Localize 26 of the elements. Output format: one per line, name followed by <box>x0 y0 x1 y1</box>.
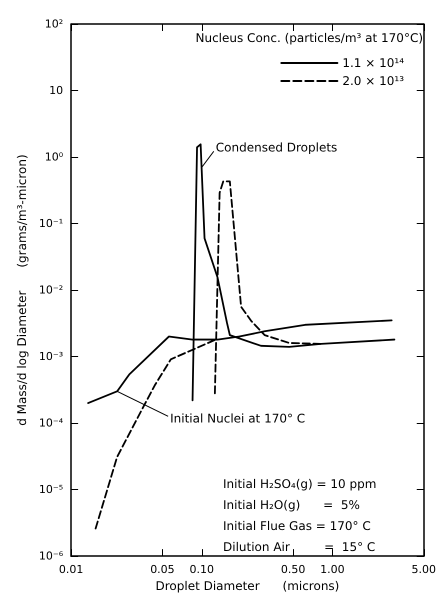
x-tick-label: 0.05 <box>150 563 175 576</box>
y-tick-label: 10⁻⁶ <box>38 550 64 563</box>
x-tick-label: 1.00 <box>320 563 345 576</box>
legend-label: 1.1 × 10¹⁴ <box>342 56 404 70</box>
x-tick-label: 0.10 <box>190 563 214 576</box>
legend-title: Nucleus Conc. (particles/m³ at 170°C) <box>195 31 424 45</box>
annotation: Initial H₂SO₄(g) = 10 ppm <box>223 477 376 491</box>
annotation: Initial H₂O(g) = 5% <box>223 498 360 512</box>
annotation: Dilution Air = 15° C <box>223 540 376 554</box>
x-tick-label: 0.01 <box>58 563 84 576</box>
y-tick-label: 10⁻⁵ <box>38 483 64 496</box>
y-tick-label: 10⁻¹ <box>38 217 64 230</box>
x-tick-label: 5.00 <box>412 563 436 576</box>
annotation: Condensed Droplets <box>216 140 338 154</box>
x-tick-label: 0.50 <box>280 563 306 576</box>
annotation: Initial Nuclei at 170° C <box>170 411 306 426</box>
y-tick-label: 10⁰ <box>44 150 64 164</box>
legend-label: 2.0 × 10¹³ <box>342 74 404 88</box>
y-tick-label: 10⁻⁴ <box>38 416 64 430</box>
y-tick-label: 10 <box>49 84 64 98</box>
annotation: Initial Flue Gas = 170° C <box>223 519 371 533</box>
y-tick-label: 10⁻² <box>38 284 64 297</box>
y-axis-title: d Mass/d log Diameter (grams/m³-micron) <box>15 154 29 426</box>
y-tick-label: 10⁻³ <box>38 350 64 364</box>
y-tick-label: 10² <box>44 18 64 30</box>
x-axis-title: Droplet Diameter (microns) <box>155 579 340 593</box>
